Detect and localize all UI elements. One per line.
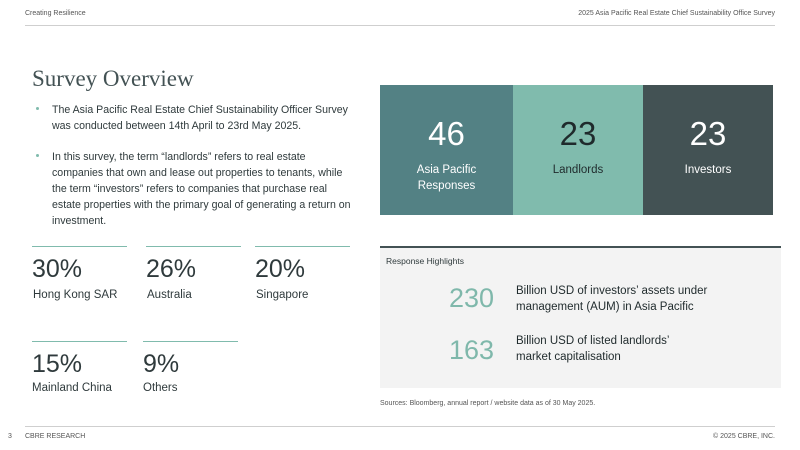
footer-right: © 2025 CBRE, INC. [713,433,775,440]
footer-left: CBRE RESEARCH [25,433,86,440]
stat-rule [143,341,238,342]
share-label: Australia [147,289,192,301]
page-number: 3 [8,433,12,440]
share-label: Singapore [256,289,309,301]
header-right: 2025 Asia Pacific Real Estate Chief Sust… [578,10,775,17]
share-value: 26% [146,255,197,283]
share-value: 30% [32,255,83,283]
stat-rule [32,341,127,342]
footer-rule [25,426,775,427]
stat-rule [32,246,127,247]
bullet-text: The Asia Pacific Real Estate Chief Susta… [52,104,348,132]
response-value: 23 [689,115,727,152]
bullet-dot [36,107,39,110]
share-value: 15% [32,350,83,378]
response-box: 23 Landlords [513,85,643,215]
highlight-value: 163 [449,335,495,365]
share-label: Others [143,382,178,394]
source: Sources: Bloomberg, annual report / webs… [380,400,596,407]
share-value: 9% [143,350,180,378]
header-rule [25,25,775,26]
share-value: 20% [255,255,306,283]
stat-rule [255,246,350,247]
highlight-value: 230 [449,283,495,313]
response-label: Investors [684,164,732,176]
response-box: 23 Investors [643,85,773,215]
header-left: Creating Resilience [25,10,86,17]
bullet-text: In this survey, the term “landlords” ref… [52,151,351,227]
response-label: Asia Pacific Responses [416,164,477,192]
response-label: Landlords [552,164,604,176]
share-label: Mainland China [32,382,112,394]
highlights-panel [380,246,781,388]
highlights-title: Response Highlights [386,256,464,266]
response-value: 23 [559,115,597,152]
highlight-label: Billion USD of listed landlords’ market … [516,335,669,363]
title: Survey Overview [32,66,194,91]
response-value: 46 [428,115,465,152]
bullet-dot [36,154,39,157]
share-label: Hong Kong SAR [33,289,118,301]
response-box: 46 Asia Pacific Responses [380,85,513,215]
stat-rule [146,246,241,247]
highlight-label: Billion USD of investors’ assets under m… [516,285,708,313]
